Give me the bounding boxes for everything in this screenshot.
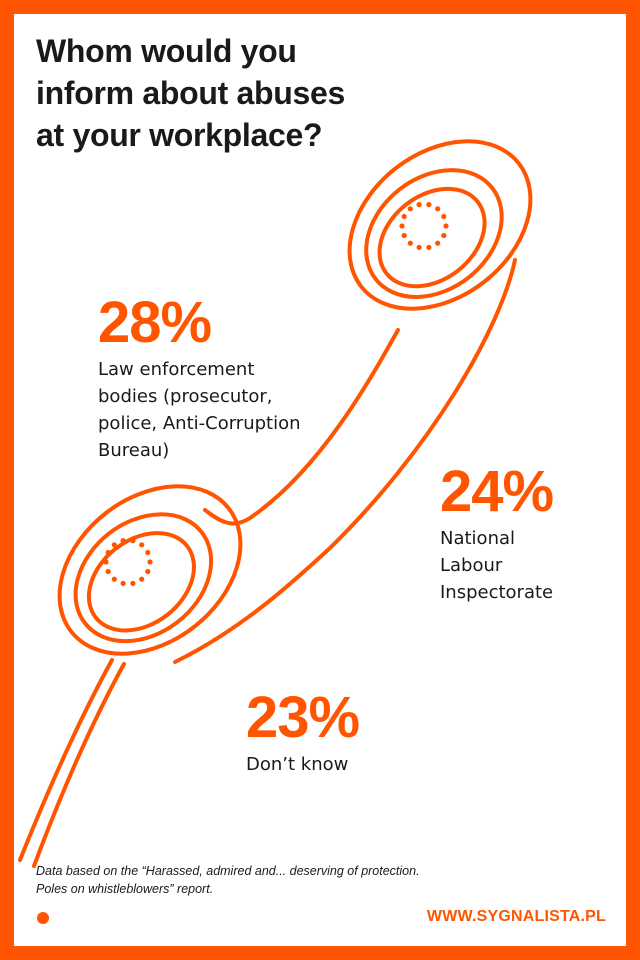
speaker-hole [103,559,109,565]
speaker-hole [435,206,441,212]
speaker-hole [407,206,413,212]
speaker-hole [443,223,449,229]
stat-percentage: 23% [246,685,360,750]
dot-icon [37,912,49,924]
speaker-hole [416,244,422,250]
speaker-hole [111,576,117,582]
stat-labour-inspectorate: 24% National Labour Inspectorate [440,463,610,606]
speaker-hole [401,232,407,239]
speaker-hole [139,576,145,582]
speaker-hole [111,542,117,548]
speaker-hole [120,580,126,587]
stat-dont-know: 23% Don’t know [246,689,466,778]
speaker-hole [105,549,111,556]
mouthpiece-holes [103,538,153,587]
speaker-hole [145,568,151,575]
speaker-hole [130,580,136,587]
speaker-hole [399,223,405,229]
stat-law-enforcement: 28% Law enforcement bodies (prosecutor, … [98,294,338,464]
stat-label: National Labour Inspectorate [440,528,554,603]
poster-title: Whom would you inform about abuses at yo… [36,33,346,153]
source-footnote: Data based on the “Harassed, admired and… [36,864,420,896]
speaker-hole [441,232,447,239]
speaker-hole [139,542,145,548]
speaker-hole [407,240,413,246]
speaker-hole [145,549,151,556]
speaker-hole [426,244,432,250]
stat-label: Don’t know [246,754,349,775]
speaker-hole [441,213,447,220]
speaker-hole [105,568,111,575]
speaker-hole [147,559,153,565]
speaker-hole [426,202,432,208]
speaker-hole [401,213,407,220]
speaker-hole [435,240,441,246]
website-link[interactable]: WWW.SYGNALISTA.PL [426,908,606,925]
stat-percentage: 24% [440,459,554,524]
speaker-hole [416,202,422,208]
stat-label: Law enforcement bodies (prosecutor, poli… [98,359,301,461]
earpiece-holes [399,202,449,250]
speaker-hole [120,538,126,544]
stat-percentage: 28% [98,290,212,355]
speaker-hole [130,538,136,544]
